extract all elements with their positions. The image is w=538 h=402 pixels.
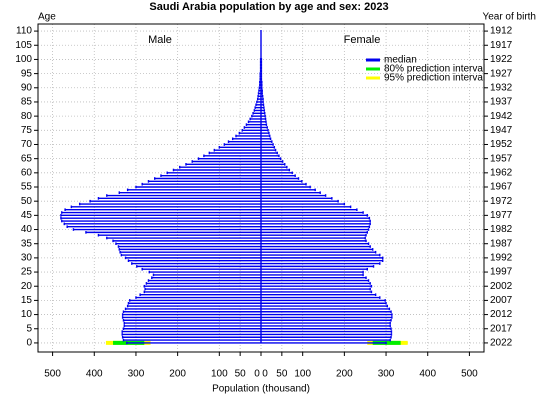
x-tick-label: 50	[276, 369, 288, 380]
plot-frame	[37, 23, 485, 353]
y-tick-label: 65	[21, 153, 33, 164]
y2-tick-label: 2002	[490, 281, 513, 292]
x-tick-label: 400	[86, 369, 103, 380]
x-tick-label: 50	[235, 369, 247, 380]
y-tick-label: 110	[16, 26, 32, 37]
y2-tick-label: 1987	[490, 238, 513, 249]
y2-tick-label: 1912	[490, 26, 513, 37]
y-tick-label: 25	[21, 267, 33, 278]
y-tick-label: 0	[26, 338, 32, 349]
y-tick-label: 100	[15, 54, 32, 65]
x-axis-label: Population (thousand)	[212, 384, 310, 395]
legend-label: median	[384, 55, 417, 66]
legend-label: 80% prediction interval	[384, 64, 485, 75]
x-tick-label: 200	[336, 369, 353, 380]
y-tick-label: 75	[21, 125, 33, 136]
y2-tick-label: 1947	[490, 125, 513, 136]
y2-tick-label: 1967	[490, 182, 513, 193]
y2-tick-label: 2022	[490, 338, 513, 349]
legend-label: 95% prediction interval	[384, 73, 485, 84]
x-tick-label: 200	[169, 369, 186, 380]
male-label: Male	[148, 34, 172, 46]
y2-tick-label: 1922	[490, 54, 513, 65]
y2-tick-label: 1972	[490, 196, 513, 207]
y2-tick-label: 2017	[490, 323, 513, 334]
y2-tick-label: 1952	[490, 139, 513, 150]
y2-tick-label: 1997	[490, 267, 513, 278]
y-tick-label: 55	[21, 182, 33, 193]
x-tick-label: 100	[211, 369, 228, 380]
y2-tick-label: 2012	[490, 309, 513, 320]
chart-title: Saudi Arabia population by age and sex: …	[149, 1, 388, 13]
x-tick-label: 100	[294, 369, 311, 380]
y-tick-label: 50	[21, 196, 33, 207]
x-tick-label: 300	[128, 369, 145, 380]
y-tick-label: 40	[21, 224, 33, 235]
x-tick-label: 500	[44, 369, 61, 380]
y2-tick-label: 1937	[490, 97, 513, 108]
y-tick-label: 45	[21, 210, 33, 221]
y2-tick-label: 2007	[490, 295, 513, 306]
y-tick-label: 35	[21, 238, 33, 249]
y-tick-label: 85	[21, 97, 33, 108]
x-tick-label: 300	[378, 369, 395, 380]
y2-tick-label: 1962	[490, 167, 513, 178]
y2-tick-label: 1927	[490, 68, 513, 79]
y2-tick-label: 1992	[490, 253, 513, 264]
y2-axis-label: Year of birth	[482, 12, 536, 23]
x-tick-label: 0	[254, 369, 260, 380]
x-tick-label: 500	[461, 369, 478, 380]
y-tick-label: 10	[21, 309, 33, 320]
y-tick-label: 20	[21, 281, 33, 292]
y-axis-label: Age	[38, 12, 56, 23]
y2-tick-label: 1982	[490, 224, 513, 235]
y2-tick-label: 1917	[490, 40, 513, 51]
y-tick-label: 80	[21, 111, 33, 122]
female-label: Female	[344, 34, 381, 46]
y-tick-label: 60	[21, 167, 33, 178]
y-tick-label: 105	[15, 40, 32, 51]
y2-tick-label: 1977	[490, 210, 513, 221]
y-tick-label: 30	[21, 253, 33, 264]
y-tick-label: 90	[21, 82, 33, 93]
x-tick-label: 400	[419, 369, 436, 380]
y2-tick-label: 1932	[490, 82, 513, 93]
y2-tick-label: 1957	[490, 153, 513, 164]
y-tick-label: 15	[21, 295, 33, 306]
y-tick-label: 95	[21, 68, 33, 79]
y-tick-label: 5	[26, 323, 32, 334]
y-tick-label: 70	[21, 139, 33, 150]
y2-tick-label: 1942	[490, 111, 513, 122]
x-tick-label: 0	[262, 369, 268, 380]
